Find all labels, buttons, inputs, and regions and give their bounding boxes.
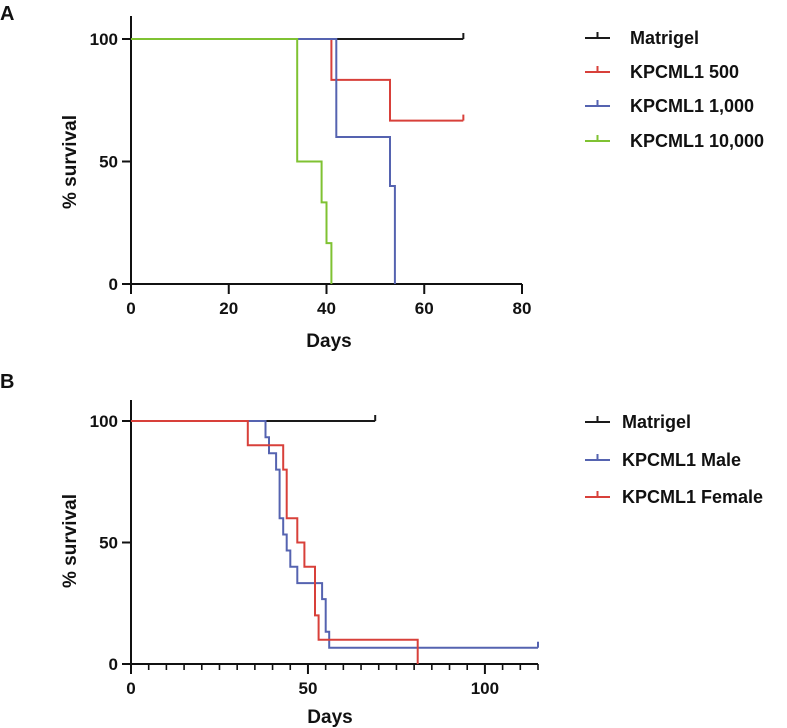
legend-label: KPCML1 10,000: [630, 131, 764, 151]
survival-curve-kpcml1-1-000: [131, 38, 396, 284]
y-tick-label: 50: [99, 153, 118, 172]
x-tick-label: 0: [126, 299, 135, 318]
legend-label: KPCML1 Female: [622, 487, 763, 507]
x-tick-label: 80: [513, 299, 532, 318]
legend-label: KPCML1 1,000: [630, 96, 754, 116]
y-tick-label: 100: [90, 412, 118, 431]
survival-curve-kpcml1-male: [131, 420, 538, 649]
x-tick-label: 60: [415, 299, 434, 318]
survival-curve-kpcml1-female: [131, 420, 419, 664]
y-tick-label: 0: [109, 275, 118, 294]
y-tick-label: 100: [90, 30, 118, 49]
y-tick-label: 0: [109, 655, 118, 674]
legend-label: Matrigel: [622, 412, 691, 432]
x-tick-label: 40: [317, 299, 336, 318]
legend-label: KPCML1 Male: [622, 450, 741, 470]
y-axis-title: % survival: [60, 115, 81, 209]
legend-label: KPCML1 500: [630, 62, 739, 82]
panel-label: A: [0, 3, 14, 25]
x-axis-title: Days: [307, 707, 352, 728]
y-tick-label: 50: [99, 534, 118, 553]
x-axis-title: Days: [306, 331, 351, 352]
survival-curve-kpcml1-10-000: [131, 38, 333, 284]
y-axis-title: % survival: [60, 494, 81, 588]
x-tick-label: 100: [471, 679, 499, 698]
panel-label: B: [0, 371, 14, 393]
x-tick-label: 50: [298, 679, 317, 698]
legend-label: Matrigel: [630, 28, 699, 48]
panel-b: B 0 50 100 0 50 100 Days % survival Matrigel KPCML…: [0, 371, 763, 728]
x-tick-label: 20: [219, 299, 238, 318]
panel-a: A 0 50 100 0 20 40 60 80 Days % survival Matrigel KP…: [0, 3, 764, 352]
x-tick-label: 0: [126, 679, 135, 698]
